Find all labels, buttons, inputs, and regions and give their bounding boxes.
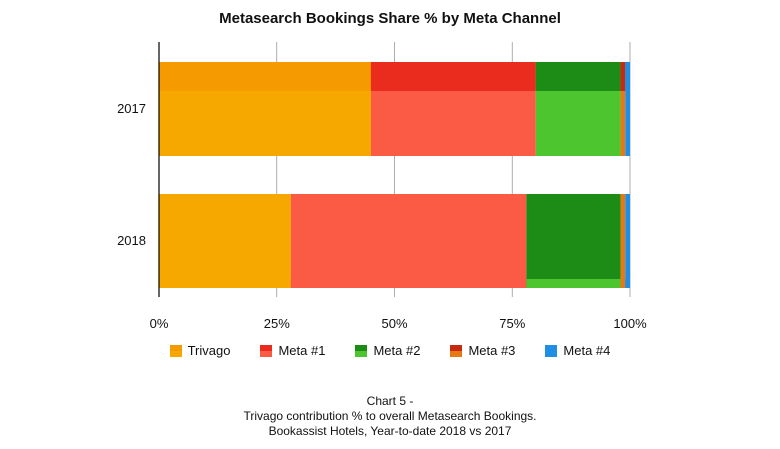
- caption-line-1: Chart 5 -: [366, 394, 414, 408]
- bar-2018-meta-3: [620, 194, 626, 288]
- caption-line-3: Bookassist Hotels, Year-to-date 2018 vs …: [268, 424, 512, 438]
- bar-2017-meta-4: [625, 62, 630, 156]
- legend-swatch: [169, 344, 182, 357]
- x-tick-label-0pct: 0%: [149, 316, 169, 331]
- legend-label: Meta #2: [373, 343, 421, 358]
- chart-title: Metasearch Bookings Share % by Meta Chan…: [219, 10, 561, 27]
- legend-item-meta-4: Meta #4: [545, 343, 610, 358]
- legend-item-meta-2: Meta #2: [355, 343, 420, 358]
- legend-item-meta-3: Meta #3: [450, 343, 515, 358]
- legend-label: Trivago: [187, 343, 231, 358]
- category-label-2017: 2017: [117, 101, 146, 116]
- legend-swatch: [450, 344, 463, 357]
- legend-item-meta-1: Meta #1: [260, 343, 325, 358]
- x-tick-label-50pct: 50%: [381, 316, 408, 331]
- legend-label: Meta #1: [278, 343, 326, 358]
- chart-caption: Chart 5 - Trivago contribution % to over…: [0, 394, 780, 439]
- bar-2018-meta-1: [290, 194, 527, 288]
- bar-2018-trivago: [159, 194, 291, 288]
- legend-label: Meta #3: [468, 343, 516, 358]
- caption-line-2: Trivago contribution % to overall Metase…: [243, 409, 537, 423]
- bar-2017-meta-1: [370, 62, 536, 156]
- legend: Trivago Meta #1 Meta #2 Meta #3 Meta #4: [0, 343, 780, 358]
- bar-2017-meta-2: [535, 62, 621, 156]
- bar-2018-meta-2: [526, 194, 621, 288]
- bar-2017-trivago: [159, 62, 371, 156]
- bar-group: [159, 62, 630, 288]
- bar-2018-meta-4: [625, 194, 630, 288]
- x-tick-label-75pct: 75%: [499, 316, 526, 331]
- legend-swatch: [260, 344, 273, 357]
- legend-swatch: [355, 344, 368, 357]
- bar-2017-meta-3: [620, 62, 626, 156]
- x-tick-label-100pct: 100%: [613, 316, 647, 331]
- legend-item-trivago: Trivago: [169, 343, 231, 358]
- legend-label: Meta #4: [563, 343, 611, 358]
- x-tick-label-25pct: 25%: [263, 316, 290, 331]
- category-label-2018: 2018: [117, 233, 146, 248]
- legend-swatch: [545, 344, 558, 357]
